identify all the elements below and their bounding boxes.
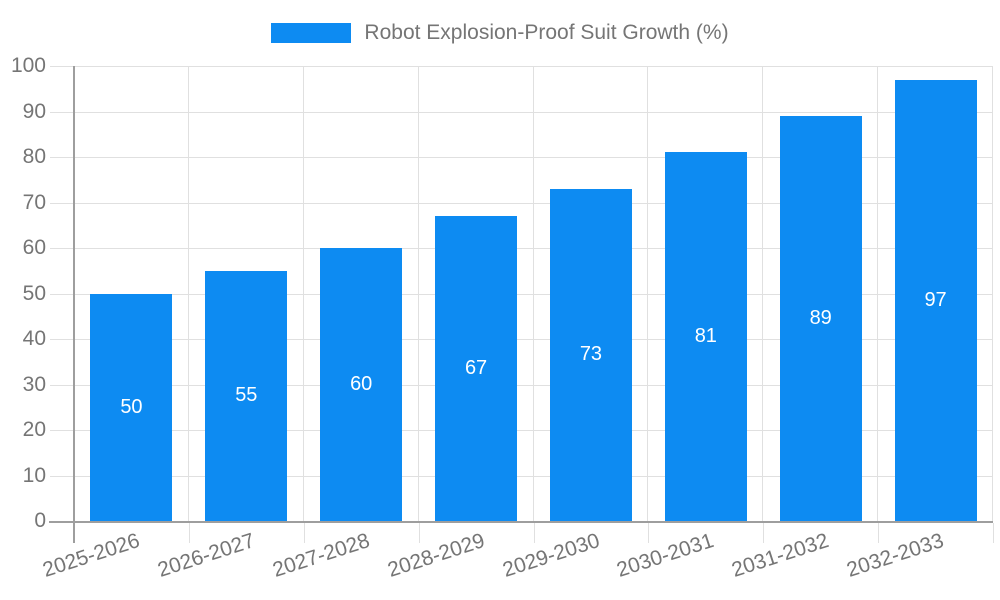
x-tick-mark [419, 523, 420, 543]
gridline-vertical [533, 66, 534, 521]
x-tick-label: 2026-2027 [154, 529, 258, 582]
x-axis-line [49, 521, 993, 523]
x-tick-mark [189, 523, 190, 543]
bar-value-label: 67 [464, 357, 488, 380]
y-tick-mark [50, 384, 73, 386]
gridline-vertical [762, 66, 763, 521]
bar-value-label: 89 [809, 307, 832, 330]
y-tick-label: 30 [22, 372, 46, 396]
legend-swatch [271, 23, 352, 43]
y-tick-label: 100 [10, 54, 46, 77]
gridline-vertical [877, 66, 878, 521]
bar: 50 [90, 293, 173, 521]
gridline-vertical [418, 66, 419, 521]
x-tick-mark [993, 523, 994, 543]
chart-legend: Robot Explosion-Proof Suit Growth (%) [0, 21, 1000, 45]
bar-value-label: 55 [235, 384, 258, 407]
y-tick-mark [50, 111, 73, 113]
x-tick-label: 2031-2032 [729, 529, 832, 582]
y-tick-label: 0 [34, 509, 46, 532]
bar-value-label: 50 [120, 395, 143, 418]
legend-series-label: Robot Explosion-Proof Suit Growth (%) [364, 21, 729, 44]
bar: 97 [894, 79, 977, 521]
x-tick-label: 2027-2028 [269, 529, 373, 582]
y-tick-label: 50 [22, 281, 46, 305]
y-axis-line [73, 66, 75, 543]
bar-value-label: 73 [579, 343, 603, 366]
bar-value-label: 97 [924, 288, 947, 311]
y-tick-label: 60 [22, 236, 46, 259]
bar: 89 [779, 116, 862, 521]
bar-value-label: 81 [694, 325, 717, 348]
y-tick-label: 90 [22, 99, 46, 123]
gridline-vertical [647, 66, 648, 521]
y-tick-mark [50, 66, 73, 67]
x-tick-mark [534, 523, 535, 543]
x-tick-label: 2029-2030 [499, 529, 603, 582]
x-tick-label: 2032-2033 [844, 529, 947, 582]
y-tick-mark [50, 248, 73, 249]
gridline-vertical [992, 66, 993, 521]
y-tick-label: 80 [22, 145, 46, 168]
x-tick-label: 2025-2026 [39, 529, 143, 582]
x-tick-mark [304, 523, 305, 543]
y-tick-mark [50, 475, 73, 477]
y-tick-mark [50, 157, 73, 158]
bar: 60 [320, 248, 403, 521]
bar: 73 [549, 188, 632, 521]
y-tick-mark [50, 293, 73, 295]
plot-area: 50 55 60 67 73 81 89 97 [74, 66, 993, 521]
y-tick-mark [50, 430, 73, 431]
bar: 55 [205, 270, 288, 521]
y-tick-label: 20 [22, 418, 46, 441]
gridline-vertical [188, 66, 189, 521]
x-tick-label: 2028-2029 [384, 529, 488, 582]
bar: 67 [435, 216, 518, 521]
bar-value-label: 60 [350, 373, 373, 395]
x-tick-mark [648, 523, 649, 543]
y-tick-label: 70 [22, 190, 46, 214]
y-tick-label: 10 [22, 463, 46, 487]
bar: 81 [664, 152, 747, 521]
y-tick-label: 40 [22, 327, 46, 350]
x-tick-mark [763, 523, 764, 543]
x-tick-label: 2030-2031 [614, 529, 717, 582]
gridline-vertical [303, 66, 304, 521]
y-tick-mark [50, 339, 73, 340]
y-tick-mark [50, 202, 73, 204]
x-tick-mark [878, 523, 879, 543]
